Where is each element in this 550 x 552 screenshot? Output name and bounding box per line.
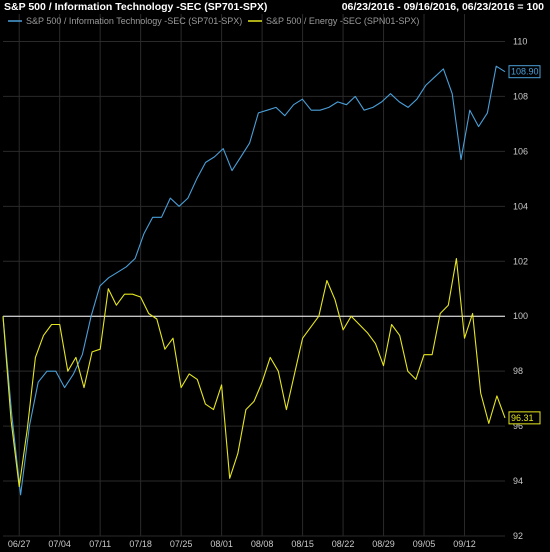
x-tick-label: 07/25 — [170, 539, 193, 549]
x-tick-label: 08/08 — [251, 539, 274, 549]
x-tick-label: 07/11 — [89, 539, 111, 549]
y-tick-label: 108 — [513, 91, 528, 101]
x-tick-label: 07/04 — [48, 539, 71, 549]
grid — [3, 14, 505, 537]
y-tick-label: 98 — [513, 366, 523, 376]
last-value-tags: 108.90 96.31 — [508, 65, 541, 425]
date-range-label: 06/23/2016 - 09/16/2016, 06/23/2016 = 10… — [341, 1, 544, 13]
last-value-label: 96.31 — [511, 413, 534, 423]
legend: S&P 500 / Information Technology -SEC (S… — [8, 16, 419, 26]
y-tick-label: 96 — [513, 421, 523, 431]
last-value-label: 108.90 — [511, 67, 539, 77]
x-tick-label: 08/29 — [372, 539, 395, 549]
x-tick-label: 08/15 — [291, 539, 314, 549]
x-tick-label: 09/12 — [453, 539, 476, 549]
series-line-energy — [2, 257, 506, 488]
series-line-info-tech — [2, 65, 506, 496]
plot-background — [0, 14, 507, 536]
chart-title: S&P 500 / Information Technology -SEC (S… — [4, 1, 268, 13]
x-tick-label: 08/01 — [210, 539, 233, 549]
last-value-tag — [508, 411, 541, 425]
chart-header: S&P 500 / Information Technology -SEC (S… — [0, 0, 550, 14]
y-tick-label: 94 — [513, 476, 523, 486]
legend-label: S&P 500 / Information Technology -SEC (S… — [26, 16, 242, 26]
series-lines — [2, 65, 506, 496]
y-tick-label: 110 — [513, 36, 527, 46]
x-tick-label: 08/22 — [332, 539, 355, 549]
y-tick-label: 106 — [513, 146, 528, 156]
x-tick-label: 07/18 — [129, 539, 152, 549]
y-tick-label: 100 — [513, 311, 528, 321]
last-value-tag — [508, 65, 541, 79]
y-tick-label: 102 — [513, 256, 528, 266]
y-tick-label: 92 — [513, 531, 523, 541]
y-tick-label: 104 — [513, 201, 528, 211]
legend-label: S&P 500 / Energy -SEC (SPN01-SPX) — [266, 16, 419, 26]
x-axis: 06/27 07/04 07/11 07/18 07/25 08/01 08/08 08/15… — [8, 539, 476, 549]
x-tick-label: 09/05 — [413, 539, 436, 549]
y-axis: 92 94 96 98 100 102 104 106 108 110 — [513, 36, 528, 541]
x-tick-label: 06/27 — [8, 539, 31, 549]
